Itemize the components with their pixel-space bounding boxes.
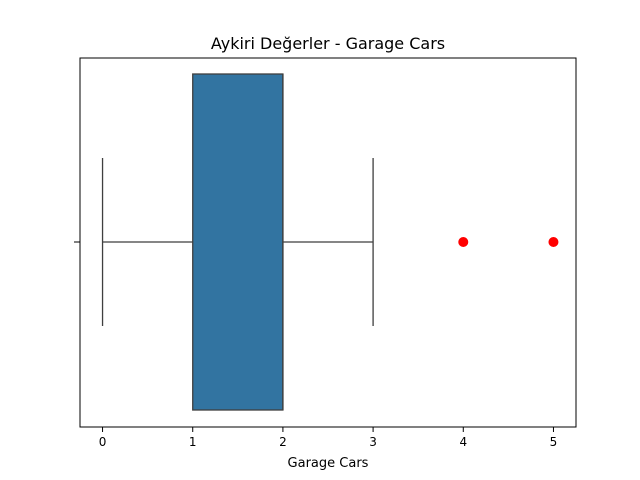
x-tick-label: 2 <box>279 435 287 449</box>
x-tick-label: 1 <box>189 435 197 449</box>
interquartile-box <box>192 73 284 411</box>
x-axis-label: Garage Cars <box>288 456 369 471</box>
outlier-point <box>548 237 559 247</box>
x-tick-label: 4 <box>459 435 467 449</box>
outlier-point <box>458 237 469 247</box>
x-tick-label: 0 <box>99 435 107 449</box>
plot-area <box>101 73 559 411</box>
x-tick-label: 3 <box>369 435 377 449</box>
x-axis-ticks: 0 1 2 3 4 5 <box>99 427 558 449</box>
chart-title: Aykiri Değerler - Garage Cars <box>211 34 445 53</box>
x-tick-label: 5 <box>550 435 558 449</box>
